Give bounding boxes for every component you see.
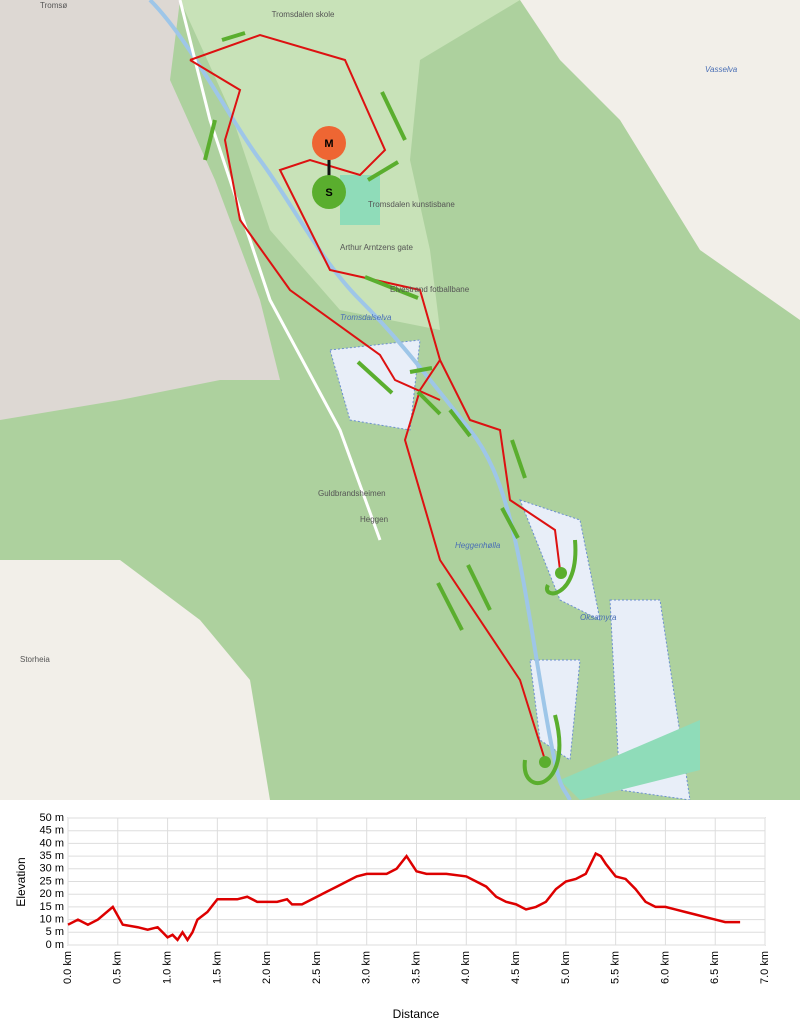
map-label: Guldbrandsheimen <box>318 489 386 498</box>
x-tick-label: 0.0 km <box>62 951 74 984</box>
x-tick-label: 6.5 km <box>709 951 721 984</box>
x-tick-label: 1.5 km <box>211 951 223 984</box>
map-label: Heggenhølla <box>455 541 501 550</box>
y-tick-label: 25 m <box>40 875 64 887</box>
x-tick-label: 4.0 km <box>460 951 472 984</box>
y-tick-label: 40 m <box>40 837 64 849</box>
y-tick-label: 0 m <box>46 939 64 951</box>
map-label: Arthur Arntzens gate <box>340 243 413 252</box>
y-tick-label: 20 m <box>40 888 64 900</box>
y-tick-label: 50 m <box>40 812 64 824</box>
wetland <box>519 499 601 621</box>
y-tick-label: 45 m <box>40 825 64 837</box>
x-tick-label: 2.5 km <box>311 951 323 984</box>
elevation-chart: Distance Elevation 0 m5 m10 m15 m20 m25 … <box>14 812 771 1021</box>
x-tick-label: 7.0 km <box>759 951 771 984</box>
map-label: Tromsdalselva <box>340 313 392 322</box>
x-tick-label: 3.0 km <box>361 951 373 984</box>
map-label: Heggen <box>360 515 388 524</box>
x-tick-label: 1.0 km <box>161 951 173 984</box>
field <box>560 720 700 800</box>
map-label: Vasselva <box>705 65 738 74</box>
map: M S Tromsø Tromsdalen skole Tromsdalen k… <box>0 0 800 800</box>
map-label: Storheia <box>20 655 50 664</box>
waypoint <box>539 756 551 768</box>
y-tick-label: 5 m <box>46 926 64 938</box>
x-tick-label: 6.0 km <box>659 951 671 984</box>
map-label: Tromsdalen kunstisbane <box>368 200 455 209</box>
open-land <box>0 560 270 800</box>
waypoint <box>555 567 567 579</box>
marker <box>312 126 346 160</box>
park <box>180 0 520 330</box>
route <box>189 33 561 761</box>
x-tick-label: 4.5 km <box>510 951 522 984</box>
x-tick-label: 3.5 km <box>410 951 422 984</box>
map-label: Tromsdalen skole <box>272 10 335 19</box>
open-land <box>520 0 800 320</box>
wetland <box>329 339 421 431</box>
x-tick-label: 2.0 km <box>261 951 273 984</box>
field <box>340 175 380 225</box>
x-tick-label: 0.5 km <box>112 951 124 984</box>
marker-label: S <box>325 187 332 199</box>
y-tick-label: 10 m <box>40 914 64 926</box>
road <box>178 0 382 541</box>
y-tick-label: 35 m <box>40 850 64 862</box>
x-axis-title: Distance <box>393 1007 440 1021</box>
y-tick-label: 30 m <box>40 863 64 875</box>
y-axis-title: Elevation <box>14 857 28 906</box>
river <box>148 0 572 800</box>
x-tick-label: 5.0 km <box>560 951 572 984</box>
map-label: Oksamyra <box>580 613 617 622</box>
direction-arrows <box>203 31 578 786</box>
urban-area <box>0 0 280 420</box>
y-tick-label: 15 m <box>40 901 64 913</box>
marker-label: M <box>324 138 333 150</box>
x-tick-label: 5.5 km <box>610 951 622 984</box>
elevation-line <box>67 851 741 943</box>
marker <box>312 175 346 209</box>
map-label: Tromsø <box>40 1 67 10</box>
map-label: Elvestrand fotballbane <box>390 285 470 294</box>
